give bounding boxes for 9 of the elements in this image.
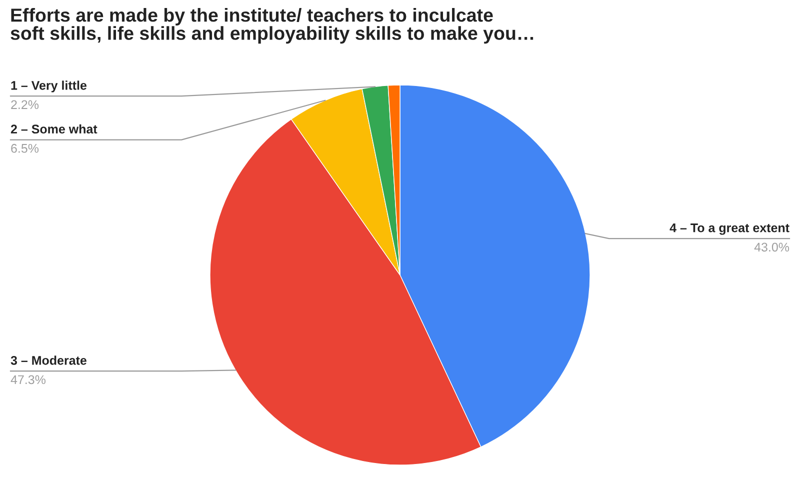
slice-label: 4 – To a great extent	[670, 224, 790, 235]
slice-label: 1 – Very little	[11, 80, 87, 92]
data-label: 47.3%	[10, 375, 46, 384]
slice-label: 2 – Some what	[10, 124, 98, 134]
chart-title: Efforts are made by the institute/ teachers to inculcate soft skills, life skills and employability skills to make you…	[10, 8, 534, 44]
data-label: 6.5%	[11, 144, 39, 153]
data-label: 2.2%	[11, 100, 39, 110]
data-label: 43.0%	[754, 242, 790, 252]
slice-label: 3 – Moderate	[10, 356, 86, 365]
